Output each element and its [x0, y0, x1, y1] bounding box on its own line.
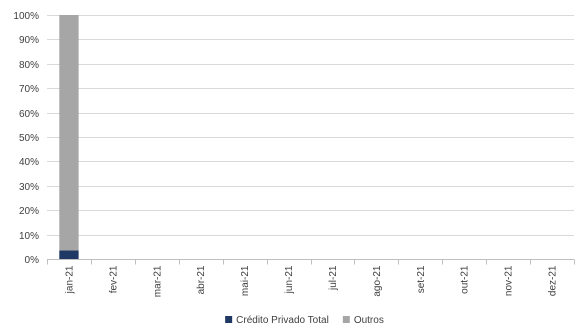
x-tick-label: ago-21 [372, 265, 383, 297]
y-tick-label: 80% [19, 60, 39, 71]
x-tick-label: set-21 [416, 265, 427, 293]
legend-item: Outros [342, 315, 384, 326]
x-tick-label: nov-21 [504, 265, 515, 296]
legend-item: Crédito Privado Total [225, 315, 329, 326]
y-tick-label: 20% [19, 206, 39, 217]
x-tick-label: jul-21 [328, 265, 339, 291]
x-tick-label: jan-21 [64, 265, 75, 294]
legend-swatch [225, 316, 233, 323]
bars [59, 15, 79, 259]
y-tick-label: 40% [19, 157, 39, 168]
x-tick-label: dez-21 [548, 265, 559, 296]
y-tick-label: 70% [19, 84, 39, 95]
y-tick-label: 30% [19, 182, 39, 193]
y-tick-label: 90% [19, 35, 39, 46]
x-tick-label: mar-21 [152, 265, 163, 297]
x-tick-label: abr-21 [196, 265, 207, 294]
bar-outros-jan-21 [59, 15, 79, 251]
y-tick-label: 100% [13, 11, 39, 22]
y-axis-tick-labels: 0% 10% 20% 30% 40% 50% 60% 70% 80% 90% 100% [13, 11, 39, 266]
x-tick-label: mai-21 [240, 265, 251, 296]
bar-cr-dito-privado-total-jan-21 [59, 250, 79, 259]
legend-label: Outros [354, 315, 384, 326]
y-tick-label: 50% [19, 133, 39, 144]
x-tick-label: out-21 [460, 265, 471, 294]
gridlines [47, 15, 574, 236]
legend-label: Crédito Privado Total [236, 315, 329, 326]
y-tick-label: 60% [19, 109, 39, 120]
y-tick-label: 10% [19, 231, 39, 242]
x-axis: jan-21 fev-21 mar-21 abr-21 mai-21 jun-21 jul-… [47, 259, 575, 297]
legend: Crédito Privado Total Outros [225, 315, 384, 326]
y-tick-label: 0% [25, 255, 40, 266]
x-tick-label: fev-21 [108, 265, 119, 293]
legend-swatch [342, 316, 350, 323]
x-tick-label: jun-21 [284, 265, 295, 294]
